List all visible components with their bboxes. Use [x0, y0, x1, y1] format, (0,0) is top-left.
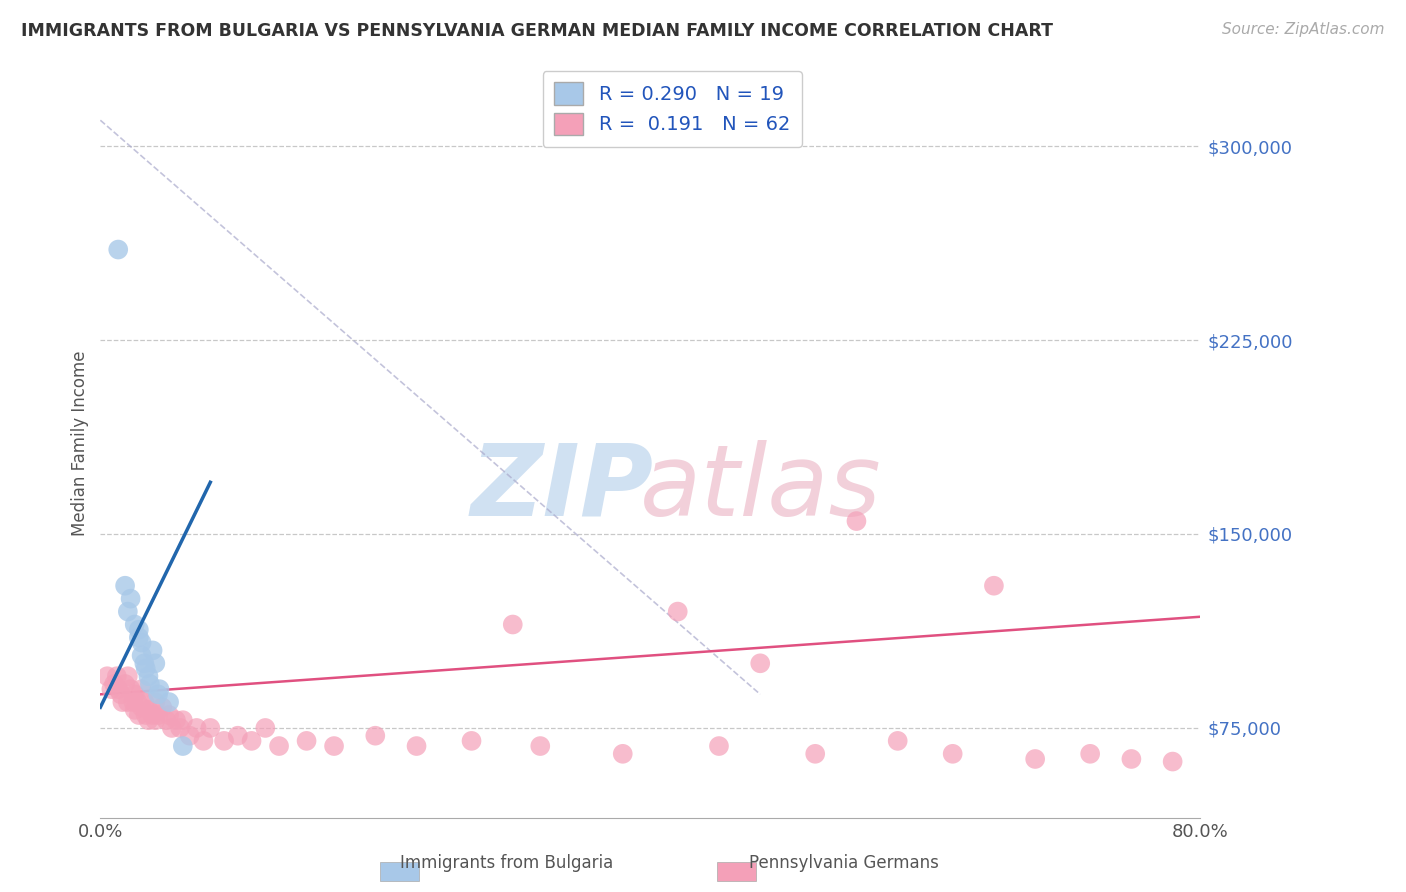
Text: atlas: atlas	[640, 440, 882, 537]
Point	[124, 687, 146, 701]
Point	[157, 695, 180, 709]
Point	[131, 700, 153, 714]
Legend: R = 0.290   N = 19, R =  0.191   N = 62: R = 0.290 N = 19, R = 0.191 N = 62	[543, 70, 801, 147]
Point	[117, 605, 139, 619]
Point	[157, 708, 180, 723]
Point	[155, 713, 177, 727]
Point	[143, 657, 166, 671]
Point	[131, 635, 153, 649]
Text: Immigrants from Bulgaria: Immigrants from Bulgaria	[399, 855, 613, 872]
Point	[138, 669, 160, 683]
Point	[143, 713, 166, 727]
Point	[124, 617, 146, 632]
Point	[110, 687, 132, 701]
Point	[323, 739, 346, 753]
Point	[131, 648, 153, 663]
Point	[135, 708, 157, 723]
Text: IMMIGRANTS FROM BULGARIA VS PENNSYLVANIA GERMAN MEDIAN FAMILY INCOME CORRELATION: IMMIGRANTS FROM BULGARIA VS PENNSYLVANIA…	[21, 22, 1053, 40]
Point	[150, 700, 173, 714]
Point	[707, 739, 730, 753]
Point	[1121, 752, 1143, 766]
Point	[134, 657, 156, 671]
Text: ZIP: ZIP	[471, 440, 654, 537]
Point	[111, 695, 134, 709]
Text: Source: ZipAtlas.com: Source: ZipAtlas.com	[1222, 22, 1385, 37]
Point	[169, 721, 191, 735]
Point	[886, 734, 908, 748]
Point	[146, 708, 169, 723]
Point	[193, 734, 215, 748]
Point	[186, 721, 208, 735]
Point	[105, 669, 128, 683]
Point	[114, 677, 136, 691]
Point	[254, 721, 277, 735]
Point	[212, 734, 235, 748]
Point	[1161, 755, 1184, 769]
Point	[460, 734, 482, 748]
Point	[122, 695, 145, 709]
Point	[107, 243, 129, 257]
Point	[120, 591, 142, 606]
Point	[364, 729, 387, 743]
Point	[749, 657, 772, 671]
Point	[405, 739, 427, 753]
Point	[165, 713, 187, 727]
Point	[128, 623, 150, 637]
Point	[1024, 752, 1046, 766]
Point	[142, 708, 165, 723]
Point	[942, 747, 965, 761]
Point	[128, 631, 150, 645]
Point	[117, 695, 139, 709]
Point	[127, 695, 149, 709]
Point	[135, 661, 157, 675]
Y-axis label: Median Family Income: Median Family Income	[72, 351, 89, 536]
Point	[100, 682, 122, 697]
Point	[845, 514, 868, 528]
Point	[172, 713, 194, 727]
Point	[146, 687, 169, 701]
Point	[117, 669, 139, 683]
Point	[107, 682, 129, 697]
Point	[666, 605, 689, 619]
Point	[172, 739, 194, 753]
Point	[128, 708, 150, 723]
Point	[120, 682, 142, 697]
Point	[138, 703, 160, 717]
Point	[502, 617, 524, 632]
Point	[143, 695, 166, 709]
Point	[160, 721, 183, 735]
Point	[103, 677, 125, 691]
Text: Pennsylvania Germans: Pennsylvania Germans	[748, 855, 939, 872]
Point	[131, 682, 153, 697]
Point	[612, 747, 634, 761]
Point	[1078, 747, 1101, 761]
Point	[267, 739, 290, 753]
Point	[114, 579, 136, 593]
Point	[124, 703, 146, 717]
Point	[240, 734, 263, 748]
Point	[142, 643, 165, 657]
Point	[226, 729, 249, 743]
Point	[138, 713, 160, 727]
Point	[804, 747, 827, 761]
Point	[96, 669, 118, 683]
Point	[134, 695, 156, 709]
Point	[200, 721, 222, 735]
Point	[295, 734, 318, 748]
Point	[529, 739, 551, 753]
Point	[983, 579, 1005, 593]
Point	[179, 729, 201, 743]
Point	[148, 682, 170, 697]
Point	[139, 677, 162, 691]
